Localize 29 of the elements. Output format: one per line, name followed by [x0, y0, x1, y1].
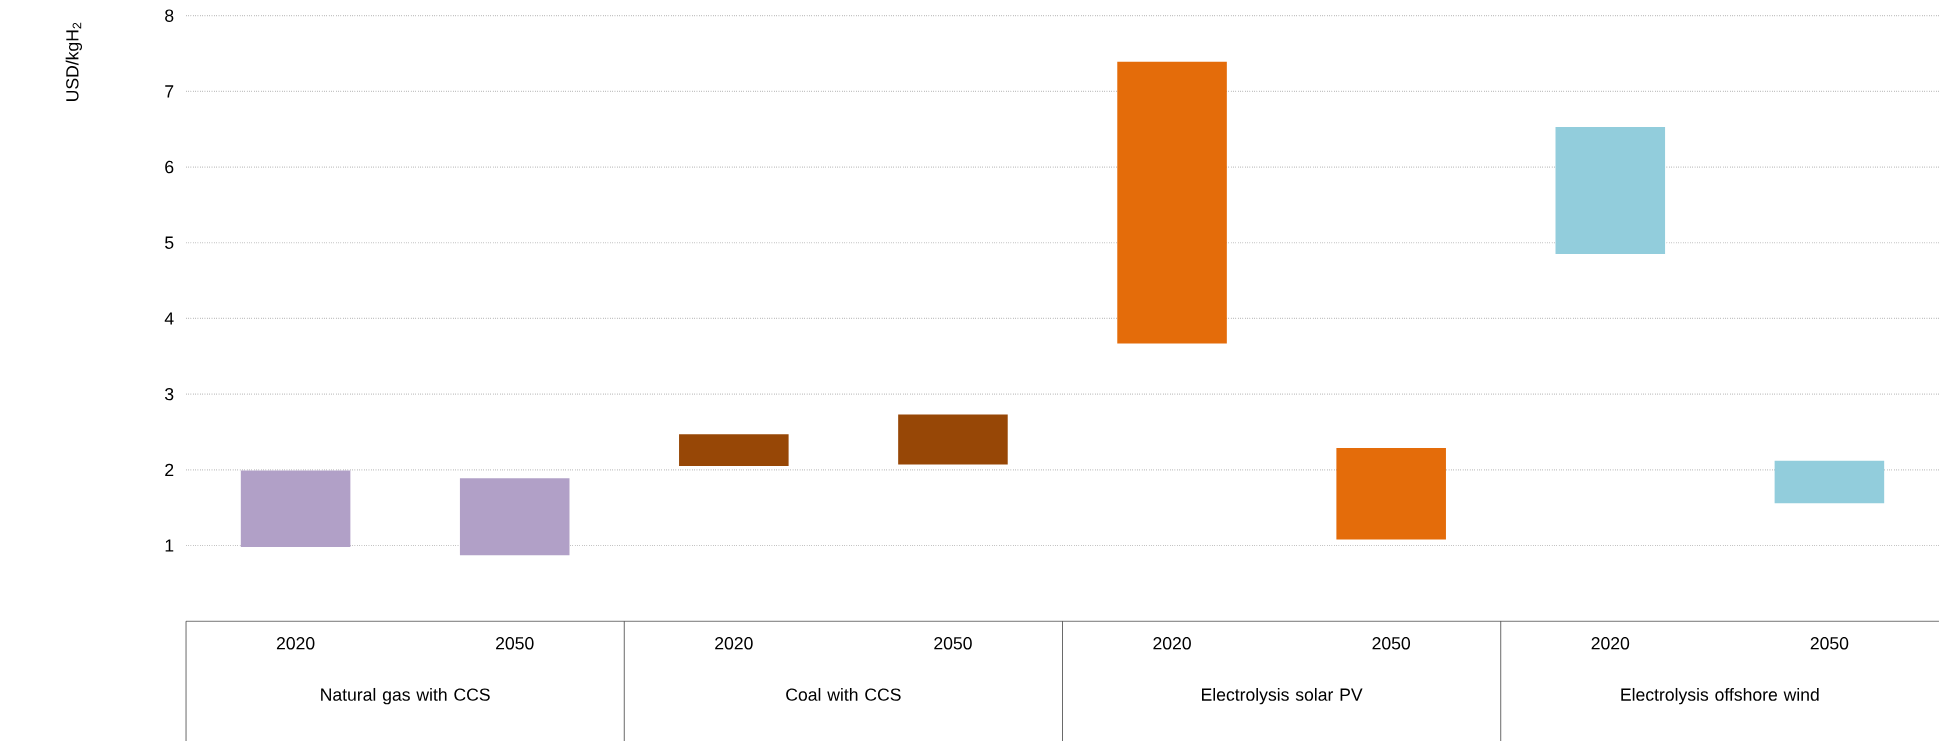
y-tick-label: 7 — [165, 85, 174, 98]
bar — [1336, 448, 1446, 540]
y-tick-label: 3 — [165, 388, 174, 401]
bar — [459, 478, 570, 556]
text: Natural gas with CCS — [321, 688, 490, 705]
text: Electrolysis solar PV — [1202, 688, 1363, 705]
y-tick-label: 6 — [165, 160, 174, 174]
y-axis-title: USD/kgH$_{2}$ — [65, 22, 83, 102]
bar — [898, 414, 1008, 465]
text: Electrolysis offshore wind — [1621, 688, 1819, 705]
x-tick-label: 2050 — [1810, 637, 1849, 650]
bar — [1117, 61, 1227, 344]
x-tick-label: 2020 — [276, 637, 315, 650]
y-tick-label: 8 — [165, 9, 174, 22]
x-tick-label: 2020 — [715, 637, 753, 650]
text: Coal with CCS — [786, 688, 901, 701]
bar — [1774, 460, 1885, 504]
y-tick-label: 5 — [165, 236, 174, 249]
x-tick-label: 2020 — [1591, 637, 1630, 650]
y-tick-label: 1 — [165, 539, 174, 552]
x-tick-label: 2050 — [934, 637, 972, 650]
y-tick-label: 4 — [164, 312, 174, 325]
x-tick-label: 2020 — [1153, 637, 1191, 650]
bar — [679, 434, 789, 467]
bar — [1555, 127, 1666, 255]
x-tick-label: 2050 — [496, 637, 534, 650]
bar — [240, 470, 351, 548]
x-tick-label: 2050 — [1372, 637, 1411, 650]
y-tick-label: 2 — [165, 463, 174, 477]
